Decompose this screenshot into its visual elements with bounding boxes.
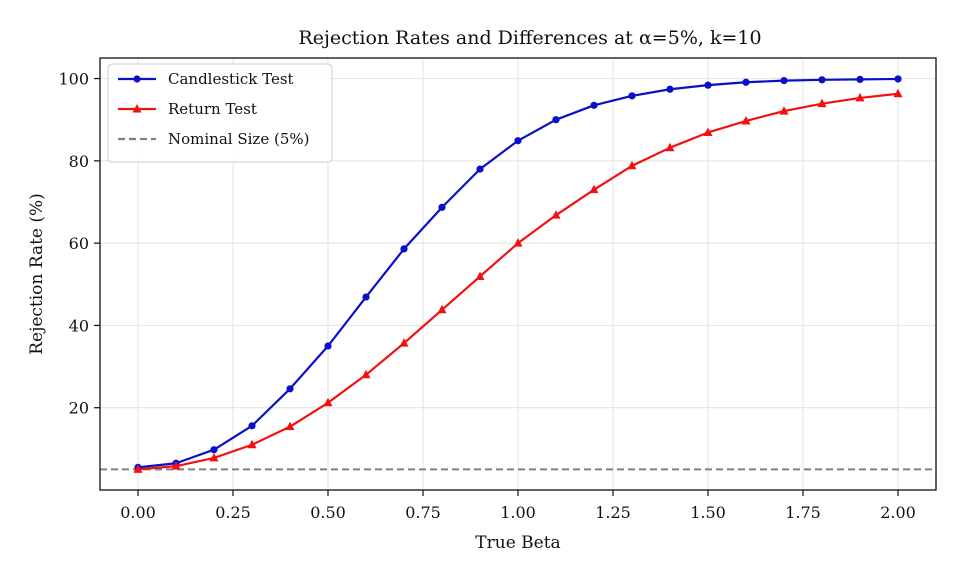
data-point bbox=[856, 75, 864, 83]
data-point bbox=[551, 210, 561, 219]
data-point bbox=[741, 115, 751, 125]
y-tick-label: 60 bbox=[69, 234, 89, 253]
data-point bbox=[438, 203, 446, 211]
data-point bbox=[514, 137, 522, 145]
y-tick-label: 20 bbox=[69, 399, 89, 418]
legend-box bbox=[107, 63, 333, 163]
data-point bbox=[780, 77, 788, 85]
data-point bbox=[590, 101, 598, 109]
data-point bbox=[247, 439, 257, 449]
data-point bbox=[818, 76, 826, 84]
data-point bbox=[704, 81, 712, 89]
data-point bbox=[210, 446, 218, 454]
data-point bbox=[665, 142, 675, 152]
series-layer bbox=[133, 75, 903, 473]
data-point bbox=[475, 271, 485, 280]
data-point bbox=[552, 116, 560, 124]
data-point bbox=[589, 184, 599, 194]
legend-label: Candlestick Test bbox=[168, 70, 294, 88]
x-tick-label: 1.50 bbox=[690, 503, 726, 522]
data-point bbox=[324, 342, 332, 350]
data-point bbox=[171, 461, 181, 470]
legend-label: Return Test bbox=[168, 100, 257, 118]
data-point bbox=[361, 369, 371, 379]
legend-marker bbox=[132, 104, 142, 113]
y-axis-ticks: 20 40 60 80 100 bbox=[58, 70, 100, 418]
data-point bbox=[666, 85, 674, 93]
data-point bbox=[476, 165, 484, 173]
legend-entry: Return Test bbox=[118, 100, 257, 118]
data-point bbox=[362, 293, 370, 301]
x-tick-label: 0.75 bbox=[405, 503, 441, 522]
y-tick-label: 100 bbox=[58, 70, 89, 89]
legend-label: Nominal Size (5%) bbox=[168, 130, 309, 148]
series-return-test bbox=[133, 88, 903, 473]
series-candlestick-test bbox=[134, 75, 902, 471]
data-point bbox=[286, 385, 294, 393]
data-point bbox=[400, 245, 408, 253]
grid-lines bbox=[100, 58, 936, 490]
legend: Candlestick Test Return Test Nominal Size … bbox=[107, 63, 333, 163]
data-point bbox=[627, 160, 637, 170]
x-axis-label: True Beta bbox=[475, 533, 560, 553]
data-point bbox=[855, 92, 865, 102]
data-point bbox=[893, 88, 903, 98]
x-tick-label: 2.00 bbox=[880, 503, 916, 522]
data-point bbox=[894, 75, 902, 83]
x-tick-label: 0.25 bbox=[215, 503, 251, 522]
data-point bbox=[399, 338, 409, 347]
x-axis-ticks: 0.00 0.25 0.50 0.75 1.00 1.25 1.50 1.75 2.00 bbox=[120, 490, 916, 522]
x-tick-label: 0.50 bbox=[310, 503, 346, 522]
data-point bbox=[779, 106, 789, 115]
data-point bbox=[248, 422, 256, 430]
x-tick-label: 1.25 bbox=[595, 503, 631, 522]
legend-entry: Candlestick Test bbox=[118, 70, 294, 88]
data-point bbox=[817, 98, 827, 108]
y-tick-label: 80 bbox=[69, 152, 89, 171]
x-tick-label: 1.75 bbox=[785, 503, 821, 522]
data-point bbox=[437, 304, 447, 314]
data-point bbox=[513, 238, 523, 247]
data-point bbox=[323, 397, 333, 407]
x-tick-label: 1.00 bbox=[500, 503, 536, 522]
legend-entry: Nominal Size (5%) bbox=[118, 130, 309, 148]
chart-title: Rejection Rates and Differences at α=5%,… bbox=[298, 27, 761, 49]
data-point bbox=[628, 92, 636, 100]
x-tick-label: 0.00 bbox=[120, 503, 156, 522]
data-point bbox=[703, 127, 713, 136]
y-axis-label: Rejection Rate (%) bbox=[27, 193, 47, 355]
data-point bbox=[133, 464, 143, 473]
y-tick-label: 40 bbox=[69, 316, 89, 335]
data-point bbox=[742, 78, 750, 86]
data-point bbox=[285, 421, 295, 431]
legend-marker bbox=[133, 75, 141, 83]
data-point bbox=[209, 452, 219, 462]
